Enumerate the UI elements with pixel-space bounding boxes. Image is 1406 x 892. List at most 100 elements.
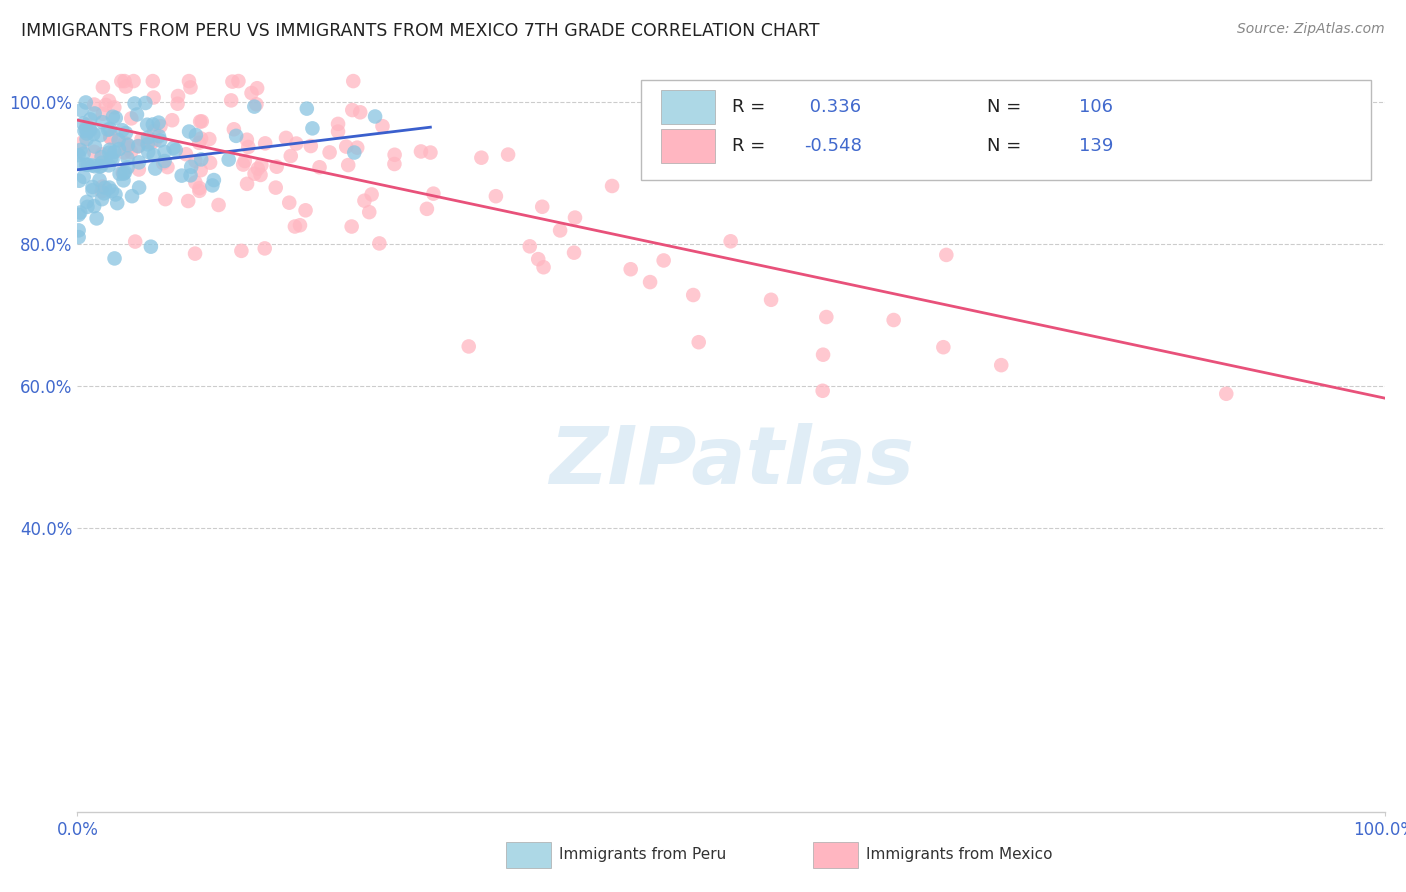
Point: [107, 133, 129, 147]
Point: [153, 145, 176, 159]
Point: [1215, 386, 1237, 401]
Point: [160, 113, 183, 128]
Point: [136, 118, 159, 132]
Point: [219, 94, 242, 108]
Point: [89, 160, 111, 174]
Point: [98, 180, 121, 194]
Point: [139, 240, 162, 254]
Point: [136, 145, 159, 159]
Text: R =: R =: [733, 98, 772, 116]
Point: [254, 136, 277, 151]
Point: [70, 103, 93, 118]
Point: [89, 128, 111, 143]
Text: R =: R =: [733, 136, 772, 155]
Point: [221, 75, 243, 89]
Point: [238, 140, 260, 154]
Point: [67, 148, 90, 162]
Point: [177, 74, 200, 88]
Point: [98, 143, 121, 157]
Point: [67, 223, 90, 237]
Point: [76, 200, 98, 214]
Point: [188, 181, 211, 195]
Point: [84, 139, 107, 153]
Point: [990, 358, 1012, 372]
Point: [134, 95, 156, 110]
Point: [79, 112, 101, 127]
Point: [91, 155, 114, 169]
Point: [89, 173, 111, 187]
Point: [149, 119, 172, 133]
Point: [346, 141, 368, 155]
Point: [67, 174, 90, 188]
Point: [97, 94, 120, 108]
Point: [207, 198, 229, 212]
Point: [101, 153, 124, 167]
Point: [243, 100, 266, 114]
Point: [485, 189, 508, 203]
Point: [117, 138, 139, 153]
Point: [117, 161, 139, 175]
Point: [100, 151, 122, 165]
Text: 0.336: 0.336: [804, 98, 862, 116]
Point: [83, 145, 105, 159]
Point: [190, 163, 212, 178]
Point: [75, 158, 97, 172]
Point: [112, 173, 135, 187]
Point: [142, 148, 165, 162]
Point: [519, 239, 541, 253]
Point: [342, 103, 364, 117]
Point: [142, 90, 165, 104]
Point: [245, 97, 267, 112]
Point: [136, 137, 159, 152]
Point: [301, 121, 323, 136]
Point: [384, 148, 406, 162]
Point: [90, 159, 112, 173]
Point: [222, 122, 245, 136]
Point: [811, 348, 834, 362]
Point: [83, 97, 105, 112]
Point: [72, 146, 94, 161]
Point: [264, 180, 287, 194]
Point: [243, 167, 266, 181]
Point: [284, 219, 307, 234]
Point: [117, 152, 139, 166]
Point: [720, 234, 742, 248]
Point: [249, 168, 271, 182]
Point: [101, 184, 124, 198]
Point: [191, 114, 214, 128]
Point: [91, 107, 114, 121]
Point: [198, 132, 221, 146]
Point: [124, 235, 146, 249]
Point: [335, 139, 357, 153]
Point: [457, 339, 479, 353]
Point: [280, 149, 302, 163]
Point: [91, 80, 114, 95]
Point: [308, 161, 330, 175]
Point: [82, 183, 104, 197]
Point: [246, 81, 269, 95]
Point: [136, 130, 159, 145]
Point: [883, 313, 905, 327]
Point: [177, 194, 200, 208]
Point: [682, 288, 704, 302]
Point: [288, 219, 311, 233]
Point: [180, 169, 202, 183]
Point: [128, 155, 150, 169]
Point: [184, 246, 207, 260]
FancyBboxPatch shape: [661, 128, 716, 163]
Point: [170, 169, 193, 183]
Point: [600, 179, 623, 194]
Point: [93, 186, 115, 201]
Point: [811, 384, 834, 398]
Point: [236, 133, 259, 147]
Point: [104, 111, 127, 125]
Point: [69, 205, 91, 219]
Point: [177, 124, 200, 138]
Point: [128, 180, 150, 194]
Point: [82, 180, 104, 194]
Point: [253, 241, 276, 255]
Point: [233, 154, 256, 169]
Point: [83, 106, 105, 120]
Point: [294, 203, 316, 218]
Point: [69, 157, 91, 171]
